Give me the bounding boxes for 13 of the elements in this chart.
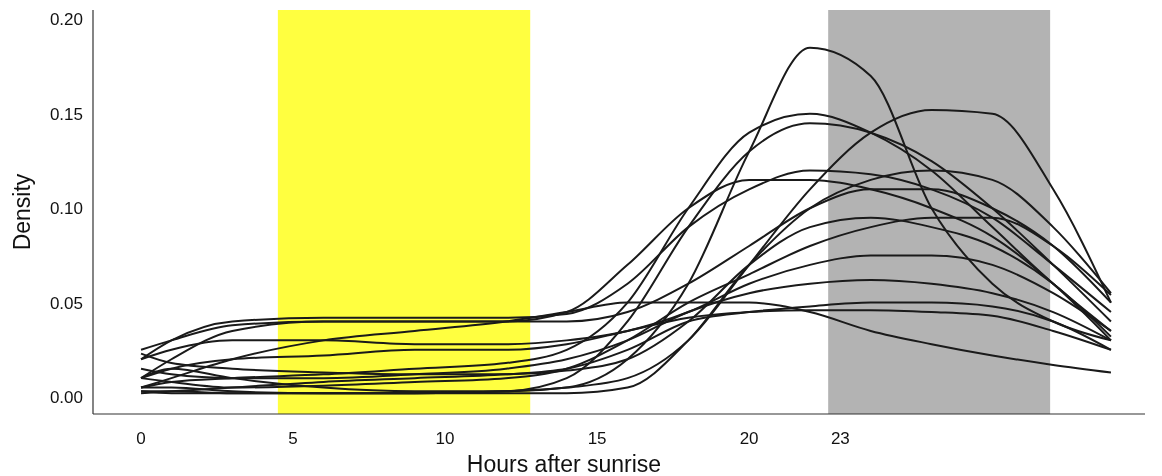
x-tick-label: 10 [435, 429, 455, 448]
y-tick-label: 0.15 [49, 104, 83, 124]
x-tick-label: 0 [136, 429, 146, 448]
x-tick-label: 5 [288, 429, 298, 448]
y-tick-label: 0.20 [49, 10, 83, 30]
x-tick-label: 20 [739, 429, 759, 448]
x-tick-label: 23 [830, 429, 850, 448]
y-tick-label: 0.10 [49, 199, 83, 219]
x-tick-label: 15 [587, 429, 607, 448]
x-axis-title: Hours after sunrise [466, 451, 662, 476]
y-tick-label: 0.00 [49, 387, 83, 407]
y-tick-label: 0.05 [49, 293, 83, 313]
y-axis-title: Density [9, 173, 35, 251]
